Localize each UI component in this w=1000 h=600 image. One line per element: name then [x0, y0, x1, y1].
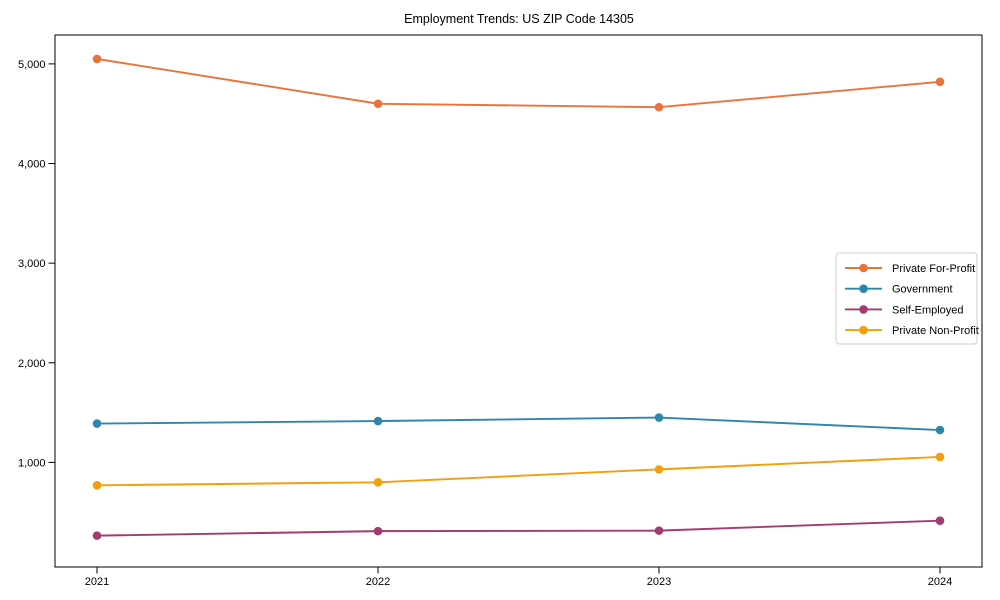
legend-label: Government: [892, 284, 953, 296]
series-line-private-for-profit: [96, 57, 941, 109]
data-point-private-for-profit: [92, 54, 102, 64]
series-line-private-non-profit: [96, 455, 941, 487]
legend-label: Private Non-Profit: [892, 325, 979, 337]
data-point-government: [935, 425, 945, 435]
legend-box: [835, 252, 978, 345]
data-point-private-non-profit: [92, 481, 102, 490]
data-point-self-employed: [92, 531, 102, 540]
legend: Private For-Profit Government Self-Employe…: [835, 252, 979, 345]
data-point-private-non-profit: [935, 452, 945, 462]
x-tick-label: 2022: [366, 576, 390, 588]
data-point-private-for-profit: [654, 102, 664, 112]
data-point-private-non-profit: [654, 465, 664, 474]
x-tick-label: 2024: [928, 576, 952, 588]
legend-marker-icon: [859, 263, 868, 273]
data-point-government: [654, 413, 664, 422]
legend-label: Private For-Profit: [892, 263, 975, 275]
legend-item-self-employed: Self-Employed: [845, 304, 964, 316]
plot-area: 1,000 2,000 3,000 4,000 5,000 2021 2022 2023 202…: [18, 34, 983, 588]
x-tick-label: 2023: [647, 576, 671, 588]
data-point-private-non-profit: [373, 478, 383, 487]
legend-marker-icon: [859, 305, 868, 314]
legend-item-private-for-profit: Private For-Profit: [845, 263, 975, 275]
legend-marker-icon: [859, 325, 868, 335]
y-tick-label: 4,000: [18, 159, 46, 171]
y-tick-label: 3,000: [18, 258, 46, 270]
legend-item-government: Government: [845, 284, 953, 296]
legend-item-private-non-profit: Private Non-Profit: [845, 325, 979, 337]
series-line-government: [96, 416, 941, 431]
data-point-private-for-profit: [373, 99, 383, 109]
series-line-self-employed: [96, 519, 941, 537]
legend-marker-icon: [859, 284, 868, 294]
data-point-government: [92, 419, 102, 428]
series-group: [92, 54, 945, 540]
y-tick-label: 1,000: [18, 457, 46, 469]
data-point-government: [373, 416, 383, 426]
data-point-private-for-profit: [935, 77, 945, 87]
y-tick-label: 2,000: [18, 358, 46, 370]
data-point-self-employed: [935, 516, 945, 525]
chart-title: Employment Trends: US ZIP Code 14305: [404, 12, 634, 26]
x-tick-label: 2021: [85, 576, 109, 588]
plot-box: [54, 34, 983, 568]
legend-label: Self-Employed: [892, 304, 964, 316]
data-point-self-employed: [654, 526, 664, 535]
y-tick-label: 5,000: [18, 59, 46, 71]
data-point-self-employed: [373, 526, 383, 536]
